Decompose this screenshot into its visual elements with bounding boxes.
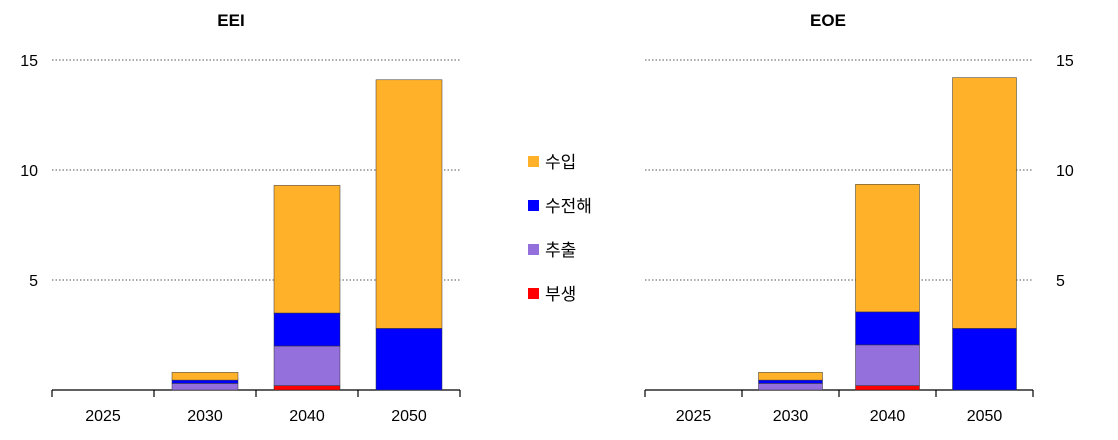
panel-eoe-x-tick-label-2025: 2025 bbox=[676, 408, 712, 425]
panel-eoe-title: EOE bbox=[810, 11, 846, 30]
panel-eei-x-tick-label-2040: 2040 bbox=[289, 408, 325, 425]
panel-eoe-x-tick-label-2050: 2050 bbox=[967, 408, 1003, 425]
panel-eei-bar-2030-수입 bbox=[171, 372, 239, 381]
panel-eoe-x-tick-label-2040: 2040 bbox=[870, 408, 906, 425]
panel-eei-bar-2040-수입 bbox=[273, 185, 341, 314]
legend-swatch-수전해 bbox=[528, 200, 539, 211]
panel-eoe-bar-2040-수전해 bbox=[855, 311, 920, 346]
panel-eei-y-tick-label-10: 10 bbox=[20, 163, 38, 180]
panel-eoe-bar-2040-부생 bbox=[855, 385, 920, 391]
panel-eei-x-tick-label-2030: 2030 bbox=[187, 408, 223, 425]
legend-label-수입: 수입 bbox=[545, 153, 576, 173]
legend-label-부생: 부생 bbox=[545, 285, 576, 305]
panel-eoe-bar-2030-수입 bbox=[758, 372, 823, 381]
legend-swatch-수입 bbox=[528, 156, 539, 167]
legend-swatch-추출 bbox=[528, 244, 539, 255]
panel-eei-x-tick-label-2050: 2050 bbox=[391, 408, 427, 425]
panel-eoe-bar-2050-수입 bbox=[952, 77, 1017, 329]
panel-eoe-bar-2050-수전해 bbox=[952, 328, 1017, 391]
panel-eoe-bar-2040-추출 bbox=[855, 344, 920, 386]
panel-eoe-y-tick-label-5: 5 bbox=[1056, 273, 1065, 290]
panel-eei-bar-2030-추출 bbox=[171, 383, 239, 391]
panel-eoe-bar-2040-수입 bbox=[855, 184, 920, 313]
panel-eei-y-tick-label-5: 5 bbox=[29, 273, 38, 290]
panel-eei-x-tick-label-2025: 2025 bbox=[85, 408, 121, 425]
panel-eei-y-tick-label-15: 15 bbox=[20, 53, 38, 70]
panel-eoe-bar-2030-수전해 bbox=[758, 379, 823, 384]
panel-eoe-y-tick-label-15: 15 bbox=[1056, 53, 1074, 70]
panel-eei-bar-2050-수입 bbox=[375, 79, 443, 329]
panel-eei-bar-2030-수전해 bbox=[171, 379, 239, 384]
panel-eoe-bar-2030-추출 bbox=[758, 383, 823, 391]
panel-eei-bar-2040-추출 bbox=[273, 345, 341, 386]
legend-label-수전해: 수전해 bbox=[545, 197, 592, 217]
panel-eoe-x-tick-label-2030: 2030 bbox=[773, 408, 809, 425]
legend-label-추출: 추출 bbox=[545, 241, 576, 261]
panel-eoe-y-tick-label-10: 10 bbox=[1056, 163, 1074, 180]
panel-eei-bar-2040-수전해 bbox=[273, 312, 341, 347]
panel-eei-bar-2040-부생 bbox=[273, 385, 341, 391]
panel-eei-bar-2050-수전해 bbox=[375, 328, 443, 391]
panel-eei-title: EEI bbox=[217, 11, 244, 30]
legend-swatch-부생 bbox=[528, 288, 539, 299]
